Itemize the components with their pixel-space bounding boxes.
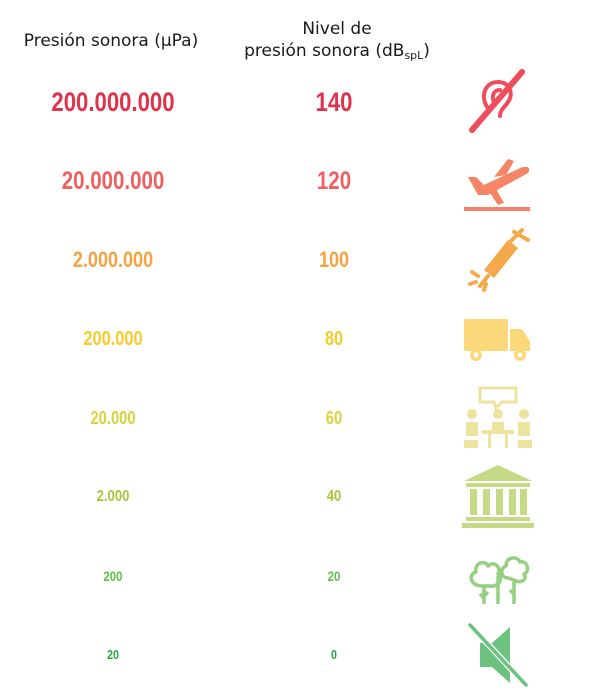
pressure-value: 2.000 [96, 488, 130, 505]
level-header-line2: presión sonora (dBspL) [222, 40, 452, 67]
level-value: 20 [327, 568, 341, 584]
pressure-value: 200 [103, 568, 123, 584]
level-value: 80 [324, 328, 344, 350]
pressure-value: 20.000 [90, 408, 136, 428]
sound-row-80: 200.000 80 [0, 309, 612, 369]
sound-row-140: 200.000.000 140 [0, 69, 612, 133]
sound-row-100: 2.000.000 100 [0, 228, 612, 292]
level-header-close: ) [423, 41, 430, 61]
level-column-header: Nivel de presión sonora (dBspL) [222, 18, 452, 67]
muted-speaker-icon [458, 621, 538, 689]
hearing-damage-icon [458, 68, 538, 136]
conversation-icon [458, 384, 538, 452]
level-header-text: presión sonora (dB [244, 41, 405, 61]
pressure-column-header: Presión sonora (μPa) [23, 31, 199, 51]
level-value: 40 [326, 488, 342, 505]
level-header-subscript: spL [404, 49, 424, 62]
airplane-takeoff-icon [458, 147, 538, 215]
pressure-value: 2.000.000 [72, 247, 154, 272]
sound-row-40: 2.000 40 [0, 465, 612, 528]
pressure-value: 20 [107, 647, 119, 662]
sound-row-20: 200 20 [0, 546, 612, 606]
jackhammer-icon [458, 226, 538, 294]
level-header-line1: Nivel de [302, 19, 372, 39]
level-value: 120 [316, 167, 352, 195]
library-building-icon [458, 463, 538, 531]
level-value: 100 [318, 247, 350, 272]
level-value: 140 [315, 87, 353, 117]
level-value: 60 [325, 408, 343, 428]
pressure-value: 200.000 [83, 328, 143, 350]
truck-icon [458, 305, 538, 373]
level-value: 0 [331, 647, 337, 662]
sound-row-60: 20.000 60 [0, 386, 612, 448]
pressure-value: 200.000.000 [51, 87, 175, 117]
sound-row-0: 20 0 [0, 623, 612, 687]
sound-row-120: 20.000.000 120 [0, 151, 612, 211]
pressure-value: 20.000.000 [61, 167, 165, 195]
trees-icon [458, 542, 538, 610]
